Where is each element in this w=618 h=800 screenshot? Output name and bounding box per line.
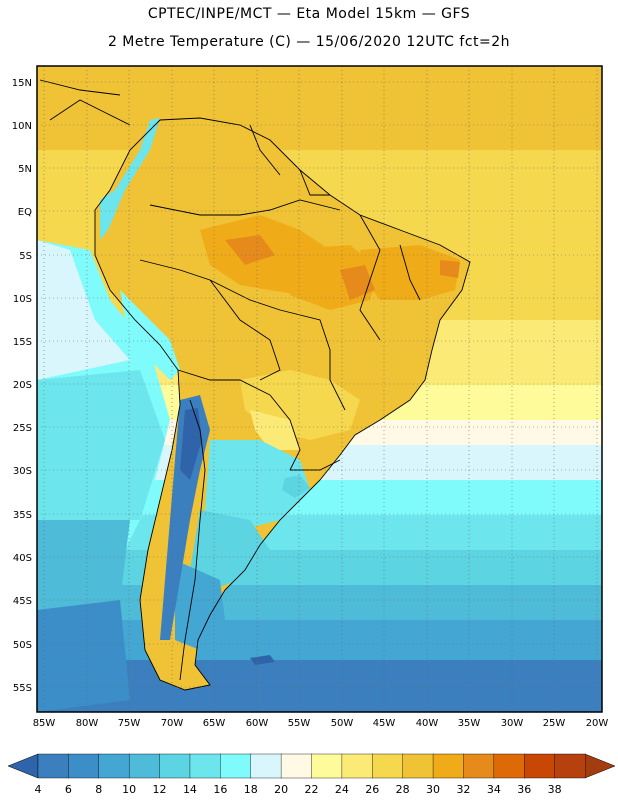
lon-label: 25W: [543, 718, 566, 729]
lat-label: 55S: [13, 683, 32, 694]
colorbar-swatch: [493, 753, 525, 779]
colorbar-swatch: [68, 753, 100, 779]
colorbar-swatch: [220, 753, 252, 779]
colorbar-swatch: [554, 753, 586, 779]
lon-label: 35W: [458, 718, 481, 729]
colorbar-label: 10: [122, 783, 136, 796]
colorbar-label: 32: [456, 783, 470, 796]
colorbar-label: 30: [426, 783, 440, 796]
country-borders: [39, 79, 471, 691]
colorbar-label: 12: [153, 783, 167, 796]
lon-label: 50W: [331, 718, 354, 729]
lon-label: 75W: [118, 718, 141, 729]
lat-label: 5N: [18, 164, 32, 175]
lat-label: 20S: [13, 380, 32, 391]
colorbar-swatch: [250, 753, 282, 779]
lat-label: 5S: [19, 251, 32, 262]
lat-label: 35S: [13, 510, 32, 521]
temperature-field: [37, 66, 602, 712]
lon-label: 45W: [373, 718, 396, 729]
lat-label: 10S: [13, 294, 32, 305]
colorbar-label: 4: [35, 783, 42, 796]
lat-label: 15N: [12, 78, 32, 89]
lon-label: 80W: [76, 718, 99, 729]
lat-label: 30S: [13, 466, 32, 477]
latitude-axis: 15N 10N 5N EQ 5S 10S 15S 20S 25S 30S 35S…: [12, 78, 32, 694]
lat-label: 40S: [13, 553, 32, 564]
colorbar-swatch: [128, 753, 161, 779]
colorbar-label: 8: [95, 783, 102, 796]
longitude-axis: 85W 80W 75W 70W 65W 60W 55W 50W 45W 40W …: [33, 718, 609, 729]
lon-label: 85W: [33, 718, 56, 729]
map-frame: [36, 65, 603, 713]
lat-label: 15S: [13, 337, 32, 348]
lon-label: 65W: [203, 718, 226, 729]
colorbar-swatch: [524, 753, 556, 779]
colorbar-label: 6: [65, 783, 72, 796]
colorbar-label: 20: [274, 783, 288, 796]
colorbar-swatch: [159, 753, 191, 779]
colorbar-swatch: [402, 753, 434, 779]
colorbar-label: 14: [183, 783, 197, 796]
colorbar-swatch: [463, 753, 495, 779]
colorbar-swatch: [372, 753, 404, 779]
colorbar-swatch: [98, 753, 130, 779]
colorbar-label: 22: [305, 783, 319, 796]
colorbar-swatch: [37, 753, 70, 779]
lon-label: 40W: [416, 718, 439, 729]
colorbar-left-arrow-icon: [7, 753, 39, 779]
colorbar-label: 24: [335, 783, 349, 796]
colorbar-label: 36: [517, 783, 531, 796]
colorbar-label: 16: [213, 783, 227, 796]
colorbar-label: 28: [396, 783, 410, 796]
colorbar-swatch: [311, 753, 343, 779]
map-title-line-1: CPTEC/INPE/MCT — Eta Model 15km — GFS: [147, 6, 471, 22]
colorbar-label: 26: [365, 783, 379, 796]
colorbar-label: 38: [548, 783, 562, 796]
lon-label: 60W: [246, 718, 269, 729]
lat-label: 50S: [13, 640, 32, 651]
lon-label: 70W: [161, 718, 184, 729]
lon-label: 20W: [586, 718, 609, 729]
colorbar-swatch: [341, 753, 373, 779]
lon-label: 55W: [288, 718, 311, 729]
colorbar-swatch: [189, 753, 222, 779]
lon-label: 30W: [501, 718, 524, 729]
colorbar: 4 6 8 10 12 14 16 18 20 22 24 26 28 30 32 34 36 38: [7, 753, 616, 796]
lat-label: 45S: [13, 596, 32, 607]
colorbar-label: 18: [244, 783, 258, 796]
colorbar-swatch: [280, 753, 313, 779]
map-title-line-2: 2 Metre Temperature (C) — 15/06/2020 12U…: [107, 34, 511, 50]
colorbar-label: 34: [487, 783, 501, 796]
lat-label: 10N: [12, 121, 32, 132]
lat-label: 25S: [13, 423, 32, 434]
colorbar-right-arrow-icon: [584, 753, 616, 779]
colorbar-swatch: [432, 753, 465, 779]
lat-label: EQ: [18, 207, 32, 218]
